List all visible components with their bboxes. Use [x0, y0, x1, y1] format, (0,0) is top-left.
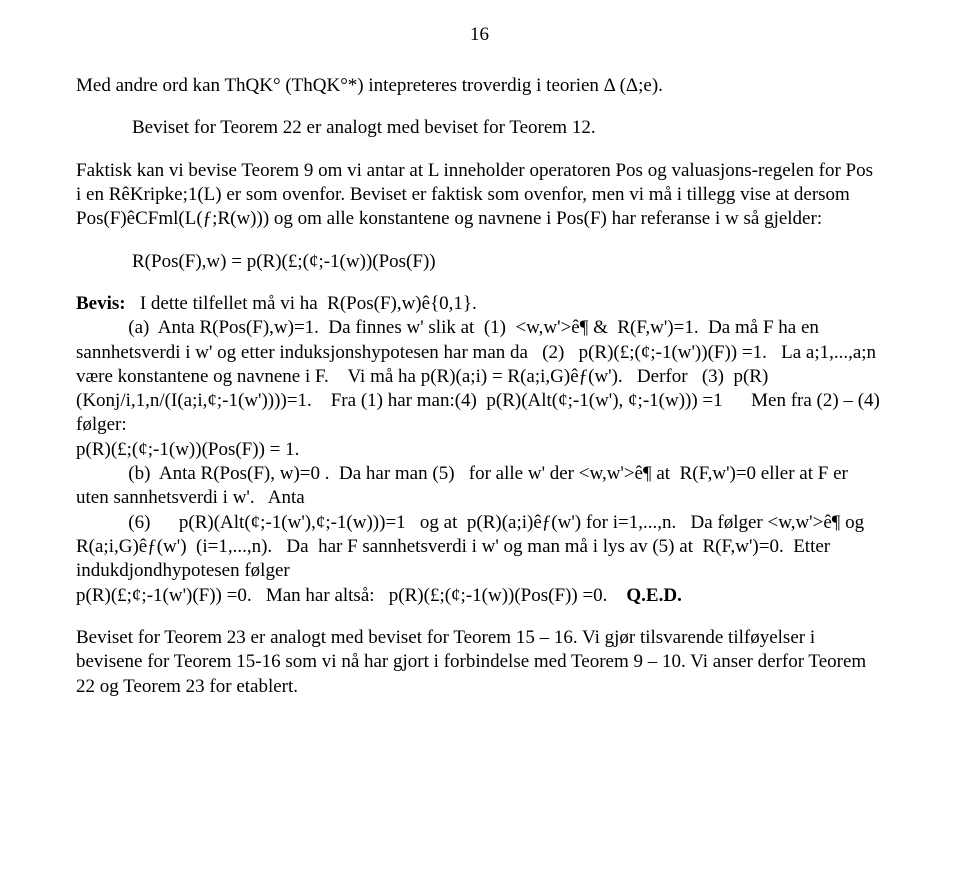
document-page: 16 Med andre ord kan ThQK° (ThQK°*) inte…: [0, 0, 959, 757]
page-number: 16: [76, 24, 883, 46]
paragraph-1: Med andre ord kan ThQK° (ThQK°*) intepre…: [76, 74, 883, 98]
proof-block: Bevis: I dette tilfellet må vi ha R(Pos(…: [76, 292, 883, 608]
proof-body: I dette tilfellet må vi ha R(Pos(F),w)ê{…: [76, 293, 885, 606]
formula-1: R(Pos(F),w) = p(R)(£;(¢;-1(w))(Pos(F)): [132, 250, 883, 274]
paragraph-3: Faktisk kan vi bevise Teorem 9 om vi ant…: [76, 159, 883, 232]
paragraph-4: Beviset for Teorem 23 er analogt med bev…: [76, 626, 883, 699]
proof-label: Bevis:: [76, 293, 126, 314]
paragraph-2: Beviset for Teorem 22 er analogt med bev…: [76, 116, 883, 140]
qed: Q.E.D.: [626, 585, 681, 606]
